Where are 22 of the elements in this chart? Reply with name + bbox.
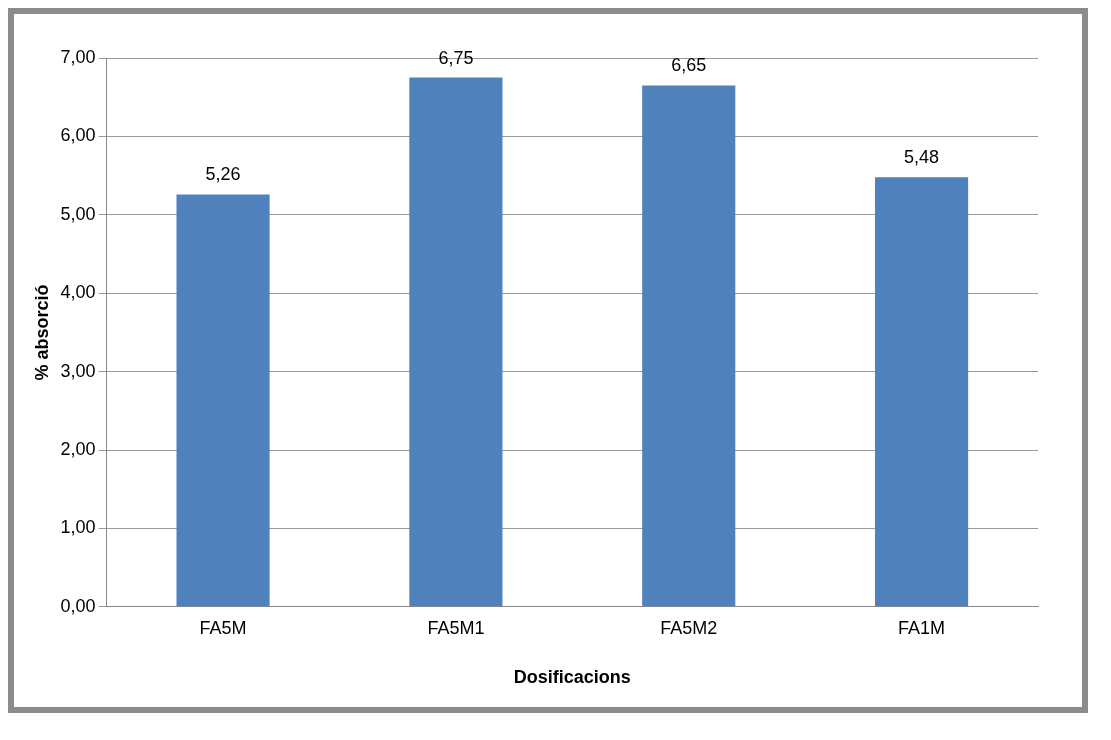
y-axis-title: % absorció — [31, 284, 52, 381]
bar — [176, 194, 270, 607]
y-tick-label: 3,00 — [60, 360, 96, 381]
y-tick-label: 4,00 — [60, 282, 96, 303]
bar — [642, 85, 736, 607]
y-tick-label: 0,00 — [60, 595, 96, 616]
x-axis-title: Dosificacions — [513, 667, 631, 688]
y-tick-label: 7,00 — [60, 46, 96, 67]
x-tick-label: FA5M — [199, 617, 247, 638]
x-tick-label: FA5M2 — [660, 617, 718, 638]
data-label: 5,48 — [904, 147, 940, 168]
bar — [875, 177, 969, 607]
y-tick-label: 5,00 — [60, 203, 96, 224]
bar — [409, 77, 503, 607]
data-label: 6,65 — [671, 55, 707, 76]
y-tick-label: 2,00 — [60, 438, 96, 459]
x-tick-label: FA1M — [898, 617, 946, 638]
y-tick-label: 6,00 — [60, 125, 96, 146]
data-label: 6,75 — [438, 47, 474, 68]
y-tick-label: 1,00 — [60, 517, 96, 538]
data-label: 5,26 — [205, 164, 241, 185]
x-tick-label: FA5M1 — [427, 617, 485, 638]
